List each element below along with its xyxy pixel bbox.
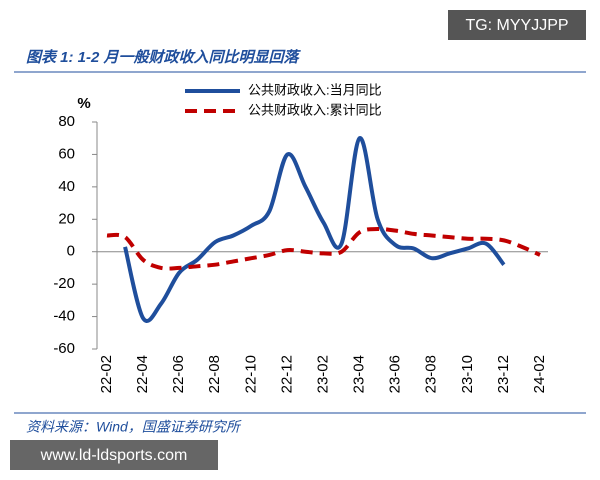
x-tick-label: 23-12 <box>495 355 512 393</box>
watermark-box <box>10 440 218 470</box>
x-tick-label: 23-08 <box>423 355 440 393</box>
source: 资料来源：Wind，国盛证券研究所 <box>26 419 242 435</box>
watermark: www.ld-ldsports.com <box>40 447 188 464</box>
x-tick-label: 22-02 <box>98 355 115 393</box>
x-tick-label: 23-02 <box>314 355 331 393</box>
watermark-box <box>448 10 586 40</box>
y-tick-label: 40 <box>58 178 75 195</box>
x-tick-label: 22-10 <box>242 355 259 393</box>
x-tick-label: 22-08 <box>206 355 223 393</box>
y-axis-label: % <box>77 95 90 112</box>
legend-label: 公共财政收入:当月同比 <box>248 82 382 97</box>
series-line <box>106 226 541 271</box>
y-tick-label: 80 <box>58 113 75 130</box>
watermark: TG: MYYJJPP <box>465 17 568 34</box>
x-tick-label: 22-06 <box>170 355 187 393</box>
x-tick-label: 23-10 <box>459 355 476 393</box>
y-tick-label: -60 <box>53 340 75 357</box>
y-tick-label: 20 <box>58 210 75 227</box>
x-tick-label: 22-12 <box>278 355 295 393</box>
y-tick-label: -40 <box>53 308 75 325</box>
x-tick-label: 23-06 <box>387 355 404 393</box>
x-tick-label: 24-02 <box>531 355 548 393</box>
y-tick-label: -20 <box>53 275 75 292</box>
x-tick-label: 23-04 <box>351 355 368 393</box>
chart-title: 图表 1: 1-2 月一般财政收入同比明显回落 <box>26 49 302 66</box>
x-tick-label: 22-04 <box>134 355 151 393</box>
legend-label: 公共财政收入:累计同比 <box>248 102 382 117</box>
y-tick-label: 0 <box>67 243 75 260</box>
y-tick-label: 60 <box>58 145 75 162</box>
series-line <box>123 136 506 323</box>
